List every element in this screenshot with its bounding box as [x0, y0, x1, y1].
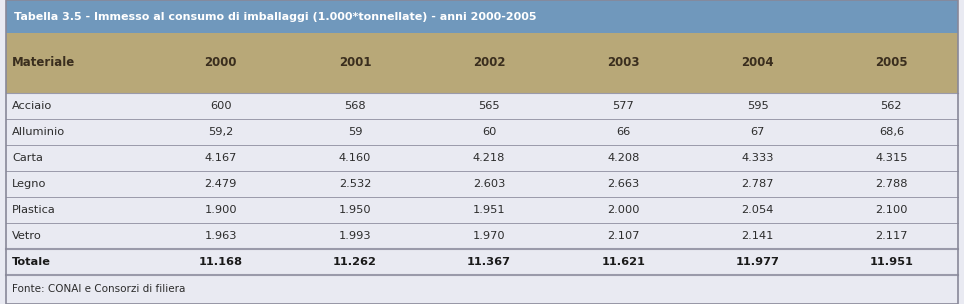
- Text: 68,6: 68,6: [879, 127, 904, 137]
- Text: Tabella 3.5 - Immesso al consumo di imballaggi (1.000*tonnellate) - anni 2000-20: Tabella 3.5 - Immesso al consumo di imba…: [14, 12, 537, 22]
- Text: 11.367: 11.367: [468, 257, 511, 267]
- Text: 59,2: 59,2: [208, 127, 233, 137]
- Text: 2.107: 2.107: [607, 231, 640, 241]
- Text: 1.951: 1.951: [472, 205, 505, 215]
- Text: Materiale: Materiale: [12, 57, 75, 70]
- Text: 1.970: 1.970: [472, 231, 505, 241]
- Text: 562: 562: [880, 101, 902, 111]
- Text: 4.160: 4.160: [338, 153, 371, 163]
- Text: 1.963: 1.963: [204, 231, 237, 241]
- Text: 59: 59: [348, 127, 362, 137]
- Text: 2.117: 2.117: [875, 231, 908, 241]
- Text: Vetro: Vetro: [12, 231, 41, 241]
- Text: 2.100: 2.100: [875, 205, 908, 215]
- Text: 11.977: 11.977: [736, 257, 780, 267]
- Text: 11.262: 11.262: [333, 257, 377, 267]
- Text: 11.621: 11.621: [602, 257, 645, 267]
- Text: 60: 60: [482, 127, 496, 137]
- Text: 2.787: 2.787: [741, 179, 774, 189]
- Text: Carta: Carta: [12, 153, 42, 163]
- Text: 1.993: 1.993: [338, 231, 371, 241]
- Text: 565: 565: [478, 101, 500, 111]
- Text: 2.788: 2.788: [875, 179, 908, 189]
- Text: 4.218: 4.218: [473, 153, 505, 163]
- Text: 600: 600: [210, 101, 231, 111]
- Text: 11.951: 11.951: [870, 257, 913, 267]
- Text: 2.479: 2.479: [204, 179, 237, 189]
- Text: 66: 66: [616, 127, 630, 137]
- Text: 2.000: 2.000: [607, 205, 640, 215]
- Text: 11.168: 11.168: [199, 257, 243, 267]
- Text: 4.167: 4.167: [204, 153, 237, 163]
- Text: 595: 595: [747, 101, 768, 111]
- Text: 2000: 2000: [204, 57, 237, 70]
- Text: 2.603: 2.603: [473, 179, 505, 189]
- Text: 1.950: 1.950: [338, 205, 371, 215]
- Text: Alluminio: Alluminio: [12, 127, 66, 137]
- Text: 2.532: 2.532: [338, 179, 371, 189]
- Text: Fonte: CONAI e Consorzi di filiera: Fonte: CONAI e Consorzi di filiera: [12, 285, 185, 295]
- Text: 1.900: 1.900: [204, 205, 237, 215]
- Text: 2004: 2004: [741, 57, 774, 70]
- Text: Plastica: Plastica: [12, 205, 56, 215]
- Text: 2.663: 2.663: [607, 179, 639, 189]
- Text: 577: 577: [612, 101, 634, 111]
- Text: 2003: 2003: [607, 57, 640, 70]
- Text: Acciaio: Acciaio: [12, 101, 52, 111]
- Text: 2.141: 2.141: [741, 231, 774, 241]
- Text: 67: 67: [750, 127, 764, 137]
- Text: 2005: 2005: [875, 57, 908, 70]
- Text: 568: 568: [344, 101, 365, 111]
- Text: 4.315: 4.315: [875, 153, 908, 163]
- Text: Legno: Legno: [12, 179, 46, 189]
- Text: 2002: 2002: [473, 57, 505, 70]
- Text: 4.333: 4.333: [741, 153, 774, 163]
- Bar: [6, 0, 958, 33]
- Text: Totale: Totale: [12, 257, 51, 267]
- Text: 2001: 2001: [338, 57, 371, 70]
- Bar: [6, 33, 958, 93]
- Text: 2.054: 2.054: [741, 205, 774, 215]
- Text: 4.208: 4.208: [607, 153, 639, 163]
